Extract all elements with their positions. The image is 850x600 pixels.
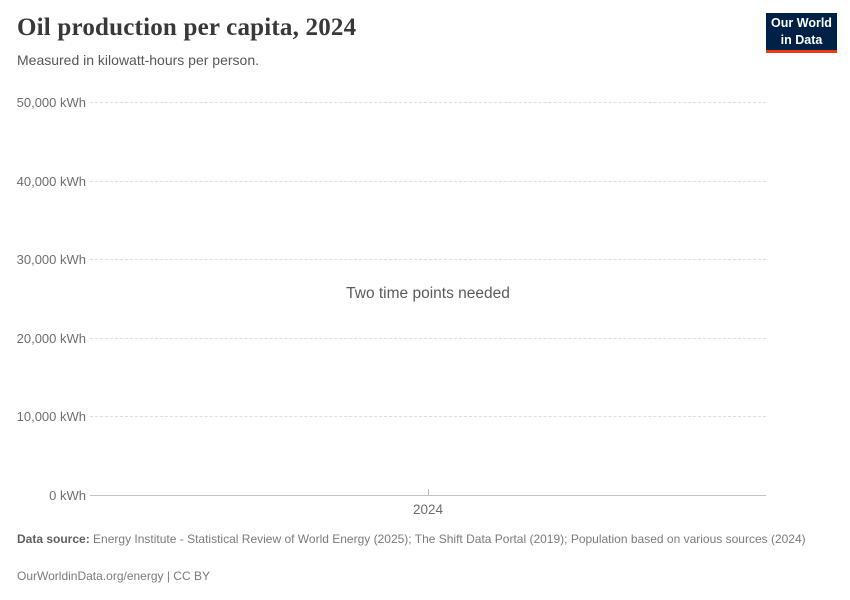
owid-logo-line2: in Data bbox=[780, 32, 823, 47]
data-source-note: Data source: Energy Institute - Statisti… bbox=[17, 532, 817, 547]
y-axis-tick-label: 40,000 kWh bbox=[16, 173, 86, 189]
y-axis-tick-label: 30,000 kWh bbox=[16, 252, 86, 268]
y-axis-tick-label: 50,000 kWh bbox=[16, 95, 86, 110]
owid-logo: Our World in Data bbox=[766, 13, 837, 53]
gridline bbox=[90, 337, 766, 339]
x-axis-tick bbox=[428, 489, 429, 495]
gridline bbox=[90, 180, 766, 182]
chart-message: Two time points needed bbox=[346, 285, 510, 302]
gridline bbox=[90, 416, 766, 418]
license-link[interactable]: OurWorldinData.org/energy | CC BY bbox=[17, 569, 210, 583]
data-source-label: Data source: bbox=[17, 532, 90, 546]
chart-subtitle: Measured in kilowatt-hours per person. bbox=[17, 52, 260, 68]
owid-logo-line1: Our World bbox=[771, 16, 832, 31]
gridline bbox=[90, 495, 766, 496]
y-axis-tick-label: 10,000 kWh bbox=[16, 409, 86, 425]
data-source-text: Energy Institute - Statistical Review of… bbox=[93, 532, 806, 546]
gridline bbox=[90, 259, 766, 261]
page-title: Oil production per capita, 2024 bbox=[17, 14, 357, 41]
gridline bbox=[90, 102, 766, 103]
y-axis-tick-label: 0 kWh bbox=[49, 488, 86, 503]
y-axis-tick-label: 20,000 kWh bbox=[16, 330, 86, 346]
x-axis-label: 2024 bbox=[412, 502, 444, 517]
